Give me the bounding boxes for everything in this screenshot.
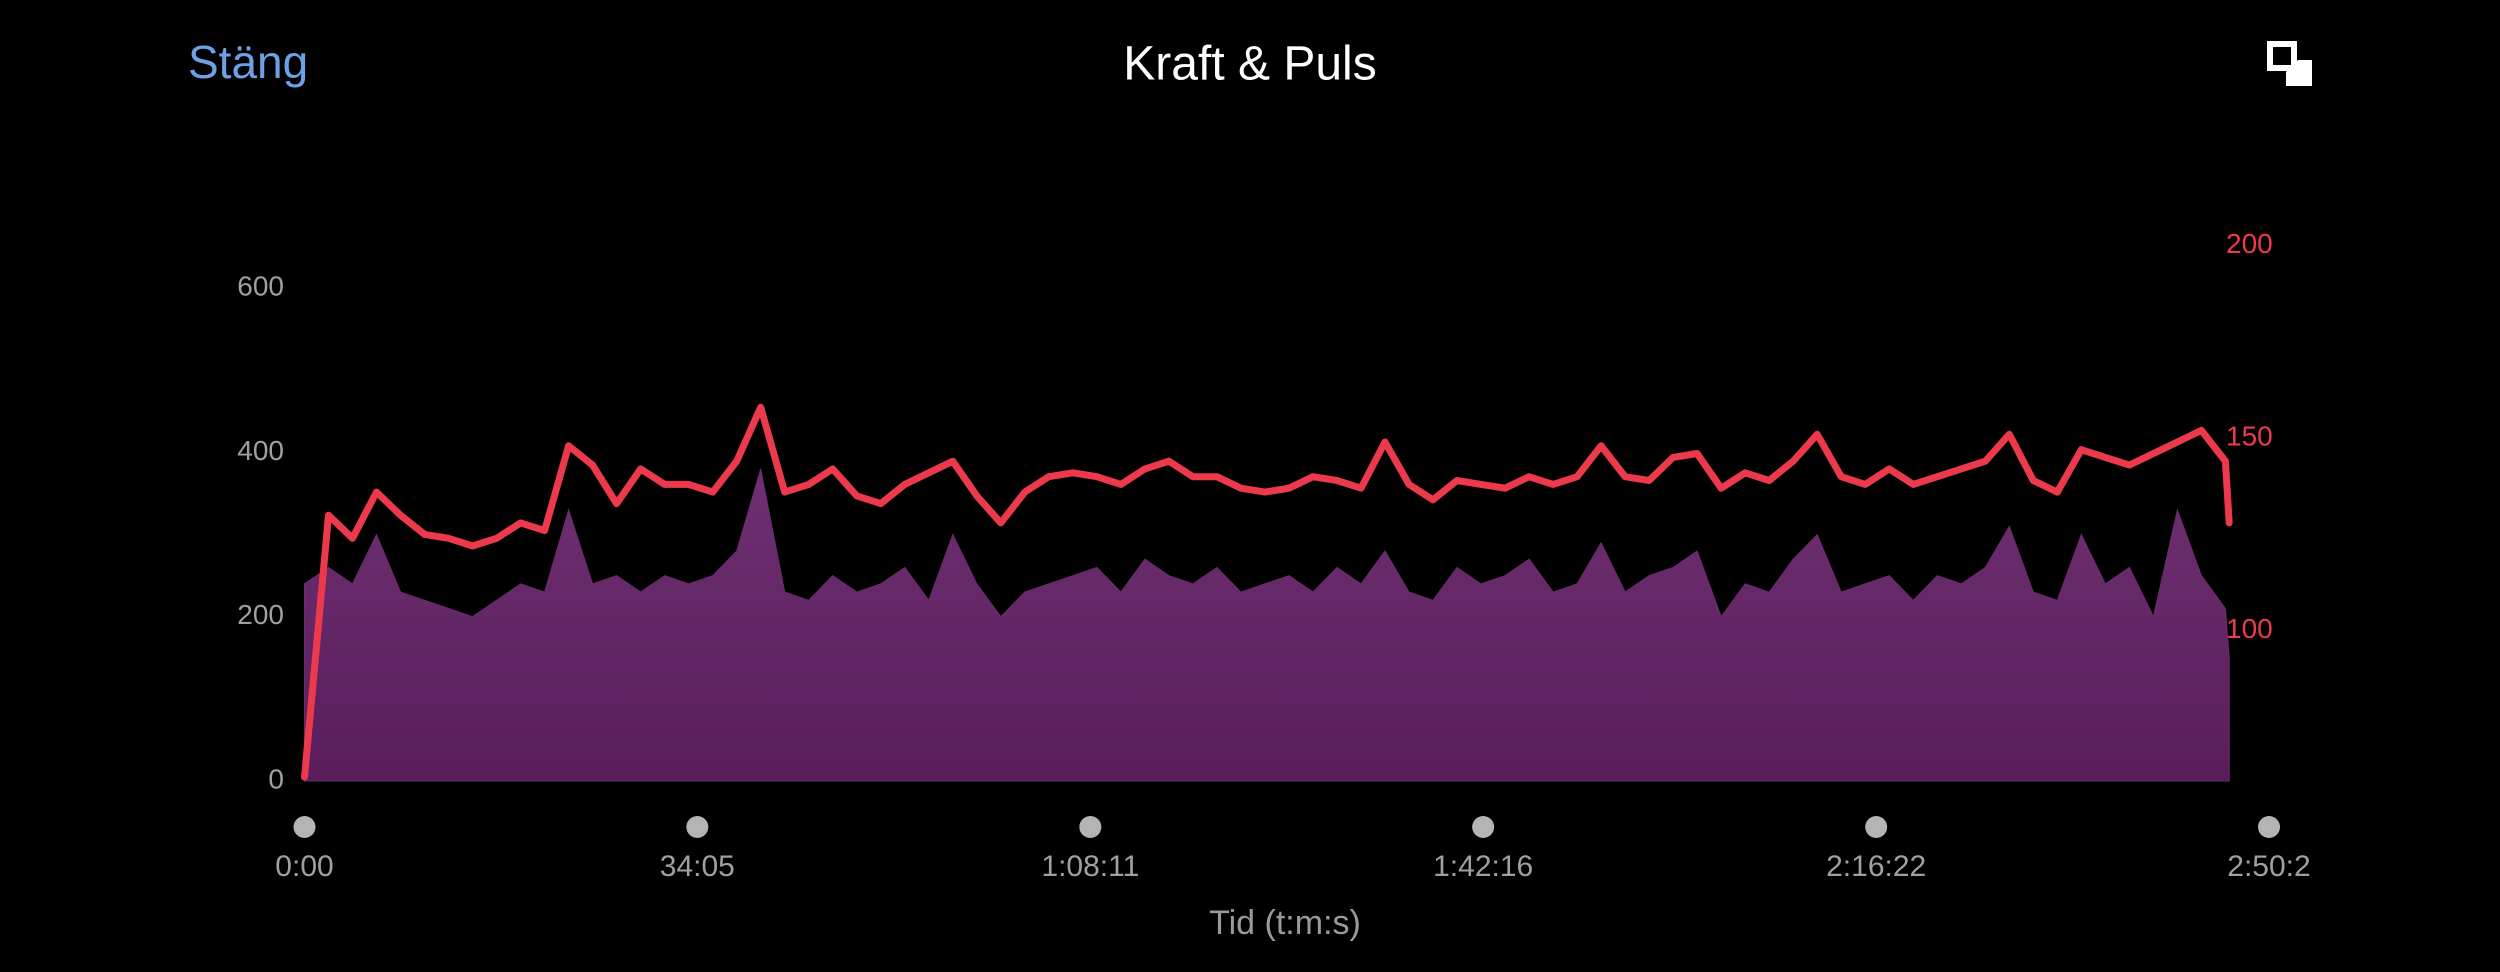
x-tick-label: 0:00 (275, 850, 333, 883)
x-tick-dot (1472, 816, 1495, 838)
x-tick-label: 2:50:2 (2227, 850, 2310, 883)
y2-tick-label: 200 (2226, 228, 2273, 259)
y-tick-label: 600 (237, 271, 284, 302)
x-tick-dot (686, 816, 709, 838)
heart-rate-line (301, 403, 2233, 781)
power-area (304, 468, 2230, 782)
y-tick-label: 400 (237, 435, 284, 466)
fullscreen-icon[interactable] (2267, 41, 2312, 86)
x-tick-dot (1079, 816, 1102, 838)
y-tick-label: 0 (268, 763, 284, 794)
y2-tick-label: 150 (2226, 421, 2273, 452)
x-tick-dot (293, 816, 316, 838)
x-tick-label: 1:08:11 (1041, 850, 1139, 883)
x-tick-dot (1865, 816, 1888, 838)
close-button[interactable]: Stäng (188, 36, 308, 88)
chart-title: Kraft & Puls (1123, 38, 1376, 91)
x-tick-dot (2258, 816, 2280, 838)
x-axis-title: Tid (t:m:s) (1209, 904, 1361, 942)
y-tick-label: 200 (237, 599, 284, 630)
x-tick-label: 1:42:16 (1433, 850, 1533, 883)
x-tick-label: 34:05 (660, 850, 735, 883)
y2-tick-label: 100 (2226, 613, 2273, 644)
x-tick-label: 2:16:22 (1826, 850, 1926, 883)
